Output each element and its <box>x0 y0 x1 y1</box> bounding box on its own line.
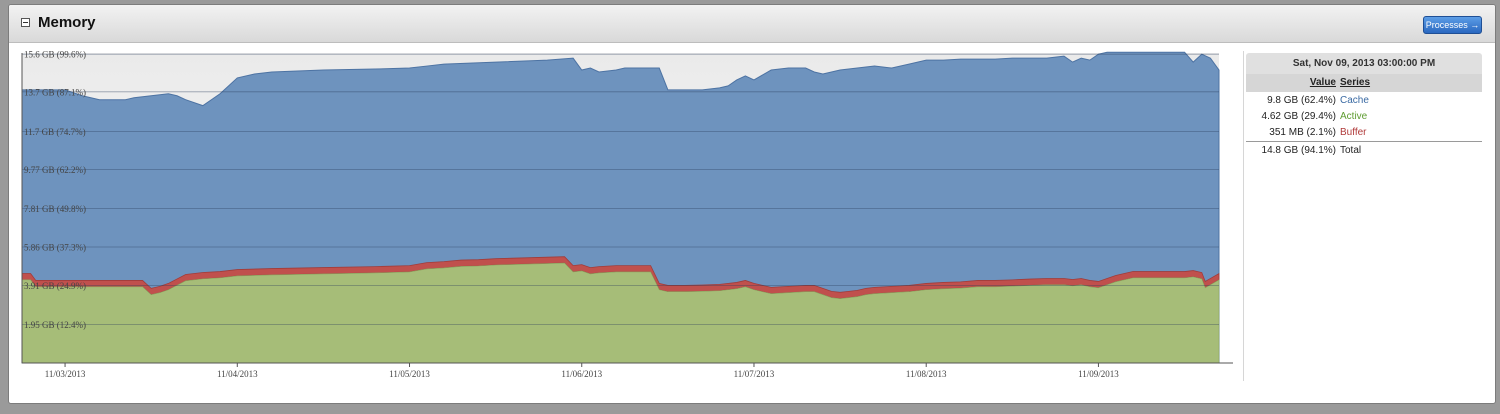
memory-chart[interactable]: 1.95 GB (12.4%) 3.91 GB (24.9%) 5.86 GB (3… <box>9 5 1496 404</box>
legend-row-active: 4.62 GB (29.4%) Active <box>1246 110 1482 126</box>
memory-panel: Memory Processes → 1.95 GB (12.4%) 3.91 G… <box>8 4 1496 404</box>
x-tick-label: 11/04/2013 <box>217 369 258 379</box>
legend-timestamp: Sat, Nov 09, 2013 03:00:00 PM <box>1246 53 1482 74</box>
x-tick-label: 11/08/2013 <box>906 369 947 379</box>
x-tick-label: 11/06/2013 <box>561 369 602 379</box>
legend-series: Total <box>1340 145 1362 156</box>
legend-value: 4.62 GB (29.4%) <box>1261 111 1336 122</box>
x-tick-label: 11/05/2013 <box>389 369 430 379</box>
legend-series: Buffer <box>1340 127 1367 138</box>
legend-row-total: 14.8 GB (94.1%) Total <box>1246 144 1482 160</box>
legend-row-buffer: 351 MB (2.1%) Buffer <box>1246 126 1482 142</box>
y-tick-label: 3.91 GB (24.9%) <box>24 281 86 291</box>
y-tick-label: 5.86 GB (37.3%) <box>24 242 86 252</box>
legend-panel: Sat, Nov 09, 2013 03:00:00 PM Value Seri… <box>1243 51 1484 381</box>
legend-divider <box>1246 141 1482 142</box>
panel-title: Memory <box>38 14 96 31</box>
column-value-header[interactable]: Value <box>1309 77 1336 88</box>
processes-button[interactable]: Processes → <box>1423 16 1482 34</box>
panel-header: Memory Processes → <box>9 5 1495 43</box>
active-area <box>21 262 1220 364</box>
y-tick-label: 9.77 GB (62.2%) <box>24 165 86 175</box>
legend-row-cache: 9.8 GB (62.4%) Cache <box>1246 94 1482 110</box>
legend-series: Active <box>1340 111 1368 122</box>
legend-series: Cache <box>1340 95 1369 106</box>
legend-value: 14.8 GB (94.1%) <box>1261 145 1336 156</box>
y-tick-label: 7.81 GB (49.8%) <box>24 204 86 214</box>
x-tick-label: 11/07/2013 <box>734 369 775 379</box>
y-tick-label: 11.7 GB (74.7%) <box>24 127 86 137</box>
y-tick-label: 15.6 GB (99.6%) <box>24 50 86 60</box>
x-tick-label: 11/09/2013 <box>1078 369 1119 379</box>
legend-value: 351 MB (2.1%) <box>1269 127 1336 138</box>
column-series-header[interactable]: Series <box>1340 77 1371 88</box>
collapse-toggle-icon[interactable] <box>21 18 30 27</box>
legend-value: 9.8 GB (62.4%) <box>1267 95 1336 106</box>
x-tick-label: 11/03/2013 <box>45 369 86 379</box>
y-tick-label: 1.95 GB (12.4%) <box>24 320 86 330</box>
legend-column-headers: Value Series <box>1246 74 1482 92</box>
y-tick-label: 13.7 GB (87.1%) <box>24 87 86 97</box>
